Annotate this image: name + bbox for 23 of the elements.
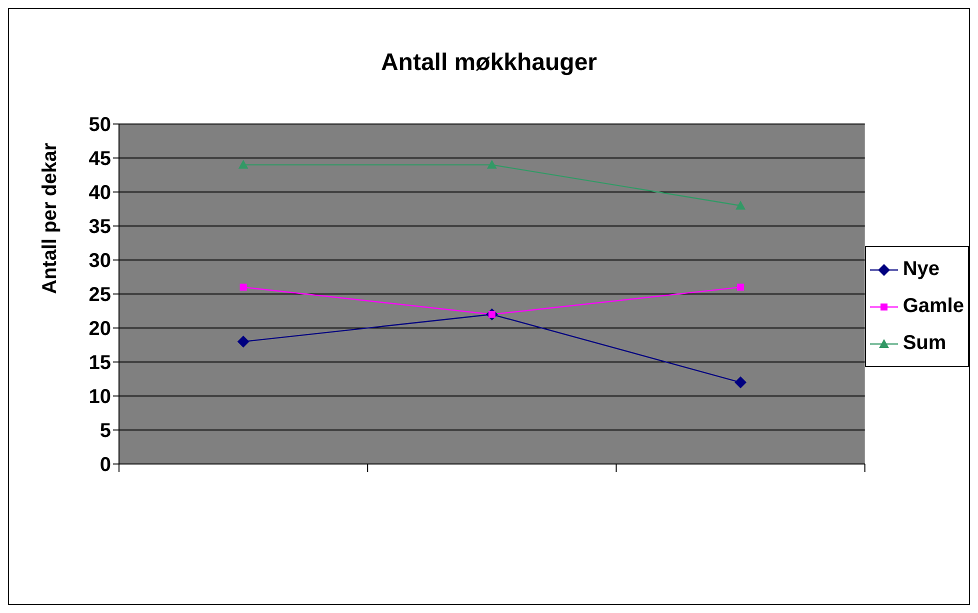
- y-tick-label: 20: [88, 318, 111, 340]
- y-tick-label: 40: [88, 182, 111, 204]
- y-tick-label: 45: [88, 148, 111, 170]
- point: [240, 284, 247, 291]
- point: [737, 284, 744, 291]
- point: [486, 160, 497, 169]
- point: [237, 336, 250, 348]
- legend-label: Nye: [902, 257, 940, 282]
- point: [734, 376, 747, 388]
- legend-label: Sum: [902, 331, 946, 356]
- y-tick-label: 10: [88, 386, 111, 408]
- y-tick-label: 25: [88, 284, 111, 306]
- y-axis-title: Antall per dekar: [39, 142, 62, 294]
- y-tick-label: 15: [88, 352, 111, 374]
- chart-title: Antall møkkhauger: [380, 49, 598, 77]
- y-tick-label: 30: [88, 250, 111, 272]
- legend-label: Gamle: [902, 294, 964, 319]
- point: [736, 200, 746, 210]
- y-tick-label: 5: [100, 420, 111, 442]
- point: [238, 160, 248, 169]
- y-tick-label: 50: [88, 114, 111, 136]
- y-tick-label: 0: [100, 454, 111, 476]
- y-tick-label: 35: [88, 216, 111, 238]
